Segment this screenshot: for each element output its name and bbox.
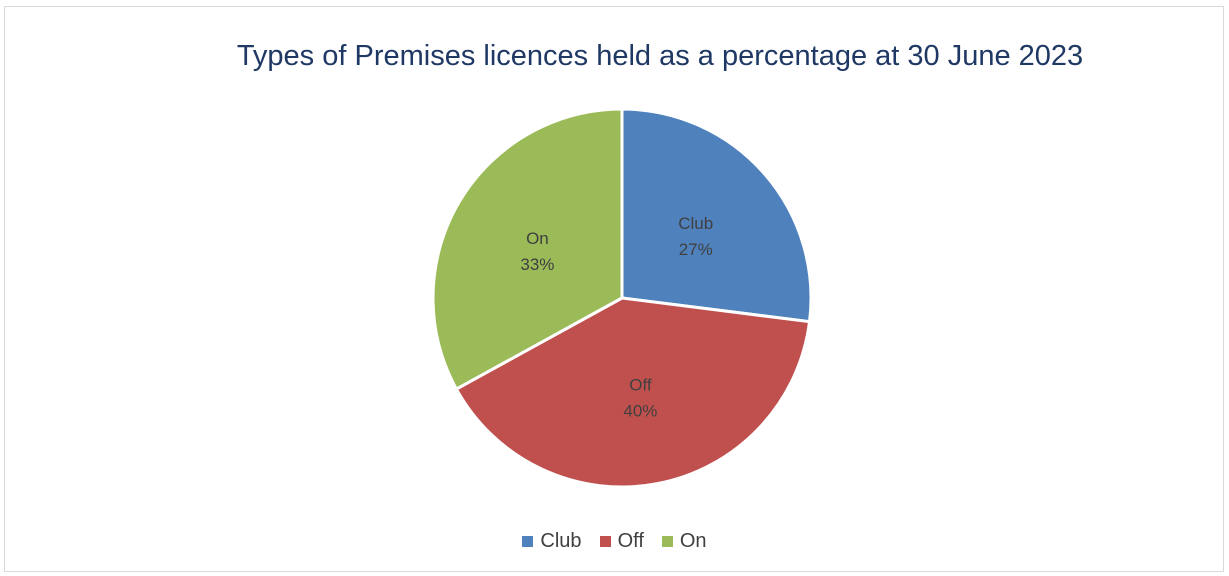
pie-slice-club <box>620 107 813 324</box>
legend-swatch-club <box>522 536 534 547</box>
legend-item-on: On <box>661 530 707 553</box>
pie-slice-off <box>454 296 812 489</box>
legend-label-off: Off <box>617 530 644 552</box>
legend-label-on: On <box>679 530 707 552</box>
slice-label-club: Club 27% <box>678 214 713 259</box>
chart-legend: Club Off On <box>0 530 1229 553</box>
pie-slice-on <box>431 107 624 392</box>
legend-swatch-off <box>599 536 611 547</box>
slice-label-off: Off 40% <box>623 376 657 421</box>
legend-item-club: Club <box>522 530 582 553</box>
legend-item-off: Off <box>599 530 644 553</box>
slice-label-on: On 33% <box>520 229 554 274</box>
legend-swatch-on <box>661 536 673 547</box>
chart-title: Types of Premises licences held as a per… <box>236 40 1084 72</box>
legend-label-club: Club <box>540 530 582 552</box>
